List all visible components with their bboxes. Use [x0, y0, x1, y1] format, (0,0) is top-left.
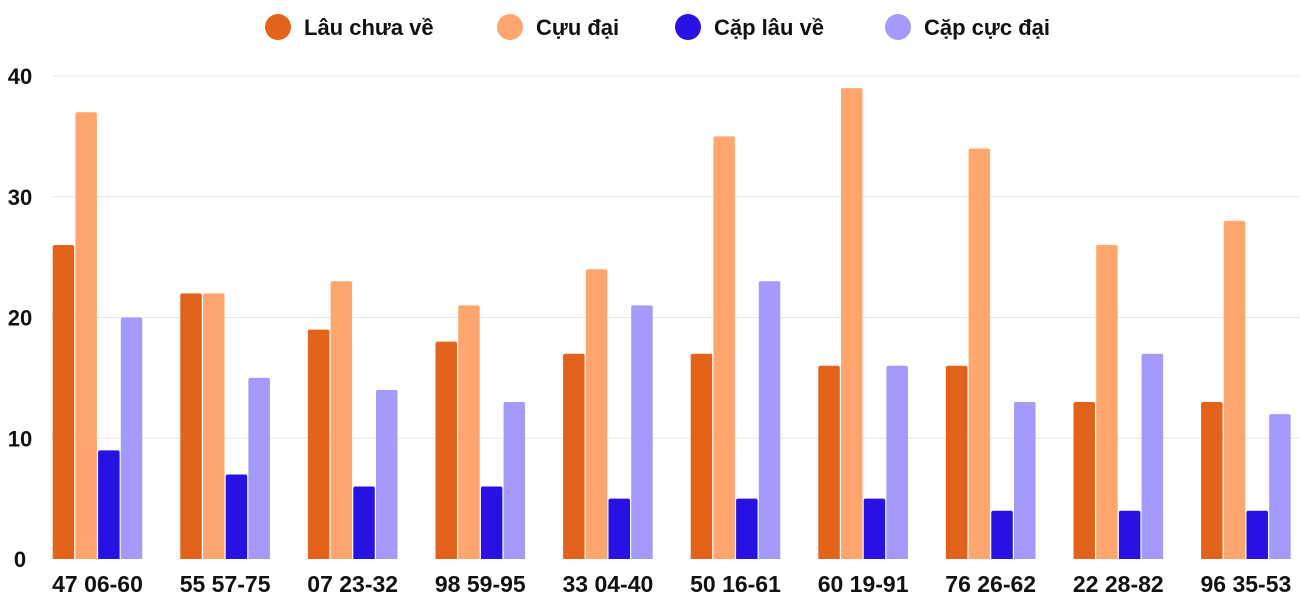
x-tick-label: 47 06-60 — [52, 571, 143, 597]
bar-cựu-đại — [203, 293, 225, 559]
legend-swatch-icon — [265, 14, 291, 40]
bar-cặp-cực-đại — [1014, 402, 1036, 559]
x-axis: 47 06-60 55 57-75 07 23-32 98 59-95 33 04-40… — [52, 571, 1291, 597]
bar-lâu-chưa-về — [1201, 402, 1223, 559]
legend-item[interactable]: Cựu đại — [497, 14, 619, 40]
x-tick-label: 98 59-95 — [435, 571, 526, 597]
bar-lâu-chưa-về — [563, 353, 585, 559]
bar-cựu-đại — [1096, 245, 1118, 560]
bar-lâu-chưa-về — [435, 341, 457, 559]
bar-cặp-lâu-về — [863, 498, 886, 559]
bar-cặp-cực-đại — [1141, 353, 1164, 559]
bar-cặp-cực-đại — [1269, 414, 1291, 559]
bar-lâu-chưa-về — [818, 365, 840, 559]
bar-cựu-đại — [713, 136, 735, 559]
bars — [52, 88, 1291, 560]
bar-lâu-chưa-về — [1073, 402, 1095, 559]
y-axis: 0 10 20 30 40 — [8, 64, 32, 572]
bar-cặp-cực-đại — [120, 317, 143, 559]
bar-cặp-lâu-về — [98, 450, 120, 559]
bar-cựu-đại — [968, 148, 991, 559]
legend-swatch-icon — [885, 14, 911, 40]
bar-cặp-cực-đại — [503, 402, 526, 559]
bar-lâu-chưa-về — [307, 329, 330, 559]
legend-item[interactable]: Cặp lâu về — [675, 14, 824, 40]
bar-cặp-cực-đại — [631, 305, 653, 559]
legend-item[interactable]: Lâu chưa về — [265, 14, 434, 40]
bar-lâu-chưa-về — [52, 245, 75, 560]
x-tick-label: 55 57-75 — [180, 571, 271, 597]
x-tick-label: 22 28-82 — [1073, 571, 1164, 597]
legend-label: Lâu chưa về — [304, 15, 434, 40]
x-tick-label: 60 19-91 — [818, 571, 909, 597]
bar-cựu-đại — [1223, 220, 1246, 559]
bar-cặp-lâu-về — [608, 498, 630, 559]
bar-cặp-lâu-về — [353, 486, 375, 559]
y-tick-label: 0 — [14, 547, 26, 572]
legend-swatch-icon — [497, 14, 523, 40]
bar-cựu-đại — [75, 112, 97, 559]
bar-cặp-lâu-về — [225, 474, 248, 559]
y-tick-label: 10 — [8, 426, 32, 451]
bar-cựu-đại — [841, 88, 863, 559]
legend-label: Cặp cực đại — [924, 15, 1050, 40]
bar-cựu-đại — [585, 269, 608, 559]
legend-label: Cặp lâu về — [714, 15, 824, 40]
x-tick-label: 50 16-61 — [690, 571, 781, 597]
bar-lâu-chưa-về — [945, 365, 968, 559]
legend-swatch-icon — [675, 14, 701, 40]
y-tick-label: 30 — [8, 185, 32, 210]
bar-cặp-lâu-về — [1246, 510, 1268, 559]
y-tick-label: 20 — [8, 306, 32, 331]
bar-lâu-chưa-về — [690, 353, 713, 559]
bar-cặp-cực-đại — [758, 281, 781, 559]
legend-item[interactable]: Cặp cực đại — [885, 14, 1050, 40]
legend: Lâu chưa về Cựu đại Cặp lâu về Cặp cực đại — [265, 14, 1050, 40]
x-tick-label: 33 04-40 — [562, 571, 653, 597]
x-tick-label: 07 23-32 — [307, 571, 398, 597]
bar-cặp-lâu-về — [991, 510, 1013, 559]
bar-cặp-lâu-về — [1118, 510, 1141, 559]
bar-cặp-cực-đại — [886, 365, 908, 559]
y-tick-label: 40 — [8, 64, 32, 89]
bar-cựu-đại — [330, 281, 353, 559]
bar-cặp-cực-đại — [248, 377, 270, 559]
bar-cặp-cực-đại — [376, 389, 398, 559]
bar-cặp-lâu-về — [480, 486, 503, 559]
x-tick-label: 76 26-62 — [945, 571, 1036, 597]
x-tick-label: 96 35-53 — [1200, 571, 1291, 597]
bar-lâu-chưa-về — [180, 293, 202, 559]
bar-cựu-đại — [458, 305, 480, 559]
legend-label: Cựu đại — [536, 15, 619, 40]
bar-cặp-lâu-về — [736, 498, 758, 559]
